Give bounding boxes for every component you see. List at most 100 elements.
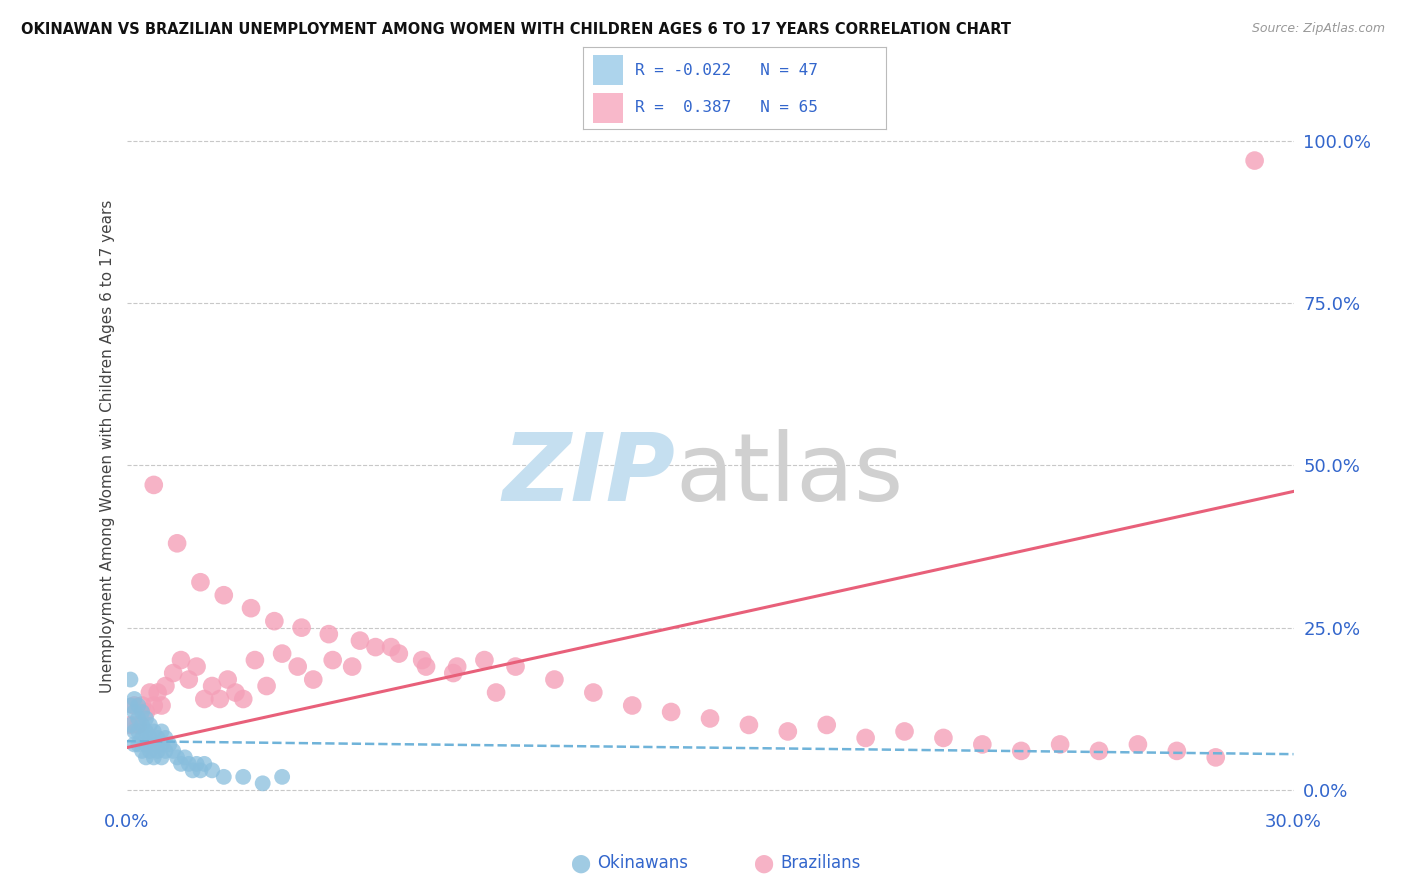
- Point: [212, 588, 235, 602]
- Text: Brazilians: Brazilians: [780, 855, 860, 872]
- Point: [127, 738, 149, 752]
- Point: [139, 731, 162, 745]
- Point: [157, 738, 180, 752]
- Point: [485, 685, 508, 699]
- Point: [124, 724, 146, 739]
- Point: [142, 750, 165, 764]
- Point: [142, 724, 165, 739]
- Point: [1243, 153, 1265, 168]
- Point: [240, 601, 263, 615]
- Point: [150, 750, 173, 764]
- Point: [302, 673, 325, 687]
- Point: [201, 679, 224, 693]
- Point: [318, 627, 340, 641]
- Point: [1088, 744, 1111, 758]
- Point: [166, 536, 188, 550]
- Point: [243, 653, 266, 667]
- Point: [446, 659, 468, 673]
- Point: [364, 640, 387, 654]
- Point: [474, 653, 496, 667]
- Point: [972, 738, 994, 752]
- Point: [190, 575, 212, 590]
- Point: [131, 731, 153, 745]
- Point: [155, 744, 177, 758]
- Point: [815, 718, 838, 732]
- Point: [543, 673, 565, 687]
- Point: [193, 692, 215, 706]
- Text: OKINAWAN VS BRAZILIAN UNEMPLOYMENT AMONG WOMEN WITH CHILDREN AGES 6 TO 17 YEARS : OKINAWAN VS BRAZILIAN UNEMPLOYMENT AMONG…: [21, 22, 1011, 37]
- Point: [139, 718, 162, 732]
- Point: [659, 705, 682, 719]
- Point: [139, 685, 162, 699]
- Point: [162, 744, 184, 758]
- Point: [135, 711, 157, 725]
- Point: [142, 738, 165, 752]
- Text: ⬤: ⬤: [754, 855, 773, 872]
- Point: [252, 776, 274, 790]
- Point: [155, 679, 177, 693]
- Point: [146, 685, 169, 699]
- Point: [441, 666, 464, 681]
- Point: [582, 685, 605, 699]
- Point: [186, 756, 208, 771]
- Point: [190, 764, 212, 778]
- Point: [131, 705, 153, 719]
- Text: Source: ZipAtlas.com: Source: ZipAtlas.com: [1251, 22, 1385, 36]
- Point: [127, 724, 149, 739]
- Point: [120, 698, 142, 713]
- Point: [1126, 738, 1149, 752]
- Y-axis label: Unemployment Among Women with Children Ages 6 to 17 years: Unemployment Among Women with Children A…: [100, 199, 115, 693]
- Point: [131, 698, 153, 713]
- Point: [135, 750, 157, 764]
- Point: [271, 647, 294, 661]
- Point: [893, 724, 915, 739]
- Point: [201, 764, 224, 778]
- Point: [621, 698, 644, 713]
- Point: [186, 659, 208, 673]
- Point: [271, 770, 294, 784]
- Point: [124, 705, 146, 719]
- Point: [127, 718, 149, 732]
- Point: [162, 666, 184, 681]
- Point: [166, 750, 188, 764]
- Point: [127, 698, 149, 713]
- Point: [932, 731, 955, 745]
- Point: [1205, 750, 1227, 764]
- Point: [124, 692, 146, 706]
- Point: [150, 698, 173, 713]
- Bar: [592, 94, 623, 123]
- Point: [340, 659, 363, 673]
- Point: [1010, 744, 1032, 758]
- Point: [1166, 744, 1188, 758]
- Point: [170, 756, 193, 771]
- Point: [146, 744, 169, 758]
- Point: [120, 673, 142, 687]
- Point: [150, 738, 173, 752]
- Point: [217, 673, 239, 687]
- Point: [142, 478, 165, 492]
- Point: [131, 718, 153, 732]
- Point: [208, 692, 231, 706]
- Point: [287, 659, 309, 673]
- Point: [232, 770, 254, 784]
- Point: [177, 673, 200, 687]
- Point: [120, 718, 142, 732]
- Point: [855, 731, 877, 745]
- Point: [1049, 738, 1071, 752]
- Text: atlas: atlas: [675, 428, 903, 521]
- Point: [146, 731, 169, 745]
- Point: [212, 770, 235, 784]
- Point: [224, 685, 246, 699]
- Point: [505, 659, 527, 673]
- Point: [155, 731, 177, 745]
- Point: [135, 738, 157, 752]
- Text: ⬤: ⬤: [571, 855, 591, 872]
- Point: [135, 705, 157, 719]
- Point: [388, 647, 411, 661]
- Point: [263, 614, 285, 628]
- Point: [150, 724, 173, 739]
- Text: Okinawans: Okinawans: [598, 855, 689, 872]
- Point: [349, 633, 371, 648]
- Point: [290, 621, 312, 635]
- Bar: [592, 55, 623, 85]
